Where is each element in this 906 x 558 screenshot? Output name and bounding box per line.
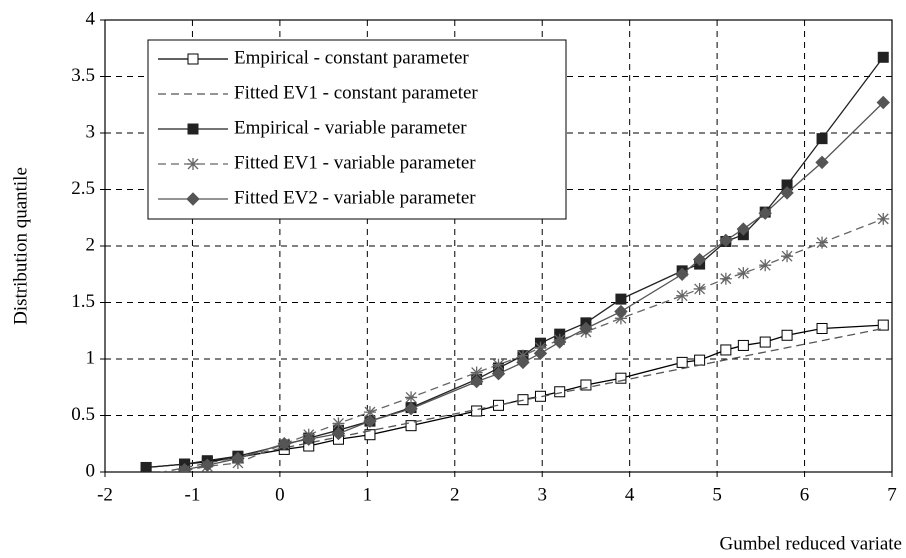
marker — [405, 391, 418, 404]
plot-frame — [104, 19, 893, 473]
marker — [816, 236, 829, 249]
marker — [492, 358, 505, 371]
marker — [694, 354, 706, 366]
x-tick-label: -2 — [97, 484, 113, 505]
legend-marker — [187, 158, 199, 170]
marker — [471, 405, 483, 417]
marker — [693, 282, 706, 295]
marker — [579, 321, 593, 336]
marker — [177, 463, 192, 472]
marker — [491, 366, 506, 381]
marker — [759, 336, 771, 348]
legend-label: Fitted EV1 - variable parameter — [234, 152, 476, 173]
marker — [876, 95, 890, 110]
marker — [737, 267, 750, 280]
marker — [780, 186, 794, 200]
marker — [737, 339, 749, 351]
marker — [675, 267, 689, 281]
marker — [816, 322, 828, 334]
x-tick-label: 4 — [625, 484, 635, 505]
legend-label: Empirical - variable parameter — [234, 117, 467, 138]
x-tick-label: 3 — [537, 484, 547, 505]
marker — [516, 355, 530, 370]
x-tick-label: 7 — [887, 484, 897, 505]
x-tick-label: 0 — [275, 484, 285, 505]
marker — [580, 379, 592, 391]
marker — [404, 402, 418, 416]
legend-label: Fitted EV2 - variable parameter — [234, 187, 476, 208]
marker — [781, 250, 794, 263]
x-tick-label: -1 — [185, 484, 201, 505]
marker — [781, 329, 793, 341]
marker — [231, 451, 245, 466]
marker — [405, 420, 417, 432]
marker — [364, 429, 376, 441]
plot-area — [140, 51, 890, 472]
x-tick-label: 5 — [712, 484, 722, 505]
x-tick-label: 1 — [363, 484, 373, 505]
marker — [692, 252, 707, 267]
marker — [533, 346, 548, 361]
marker — [277, 437, 291, 451]
marker — [331, 426, 346, 441]
legend-label: Empirical - constant parameter — [234, 47, 469, 68]
y-tick-label: 1.5 — [71, 291, 95, 312]
legend-marker — [187, 53, 199, 65]
marker — [877, 319, 889, 331]
y-tick-label: 2.5 — [71, 178, 95, 199]
marker — [759, 259, 772, 272]
marker — [736, 222, 751, 236]
legend-marker — [187, 123, 199, 135]
marker — [615, 372, 627, 384]
legend-marker — [186, 192, 200, 206]
series-line — [159, 327, 884, 472]
marker — [614, 312, 627, 325]
marker — [815, 155, 829, 170]
marker — [615, 293, 627, 305]
y-tick-label: 0.5 — [71, 404, 95, 425]
marker — [877, 212, 890, 225]
y-tick-label: 3.5 — [71, 65, 95, 86]
marker — [554, 386, 566, 398]
marker — [877, 51, 889, 63]
marker — [469, 374, 484, 389]
x-axis-label: Gumbel reduced variate — [719, 533, 902, 554]
marker — [676, 356, 688, 368]
y-tick-label: 3 — [86, 121, 96, 142]
series-line — [184, 218, 884, 472]
marker — [553, 335, 567, 349]
marker — [200, 458, 215, 472]
y-tick-label: 2 — [86, 234, 96, 255]
marker — [719, 233, 733, 248]
marker — [302, 432, 316, 446]
x-tick-label: 2 — [450, 484, 460, 505]
series-line — [146, 324, 884, 469]
marker — [363, 414, 377, 428]
marker — [676, 289, 689, 302]
marker — [720, 344, 732, 356]
x-tick-label: 6 — [800, 484, 810, 505]
marker — [614, 304, 628, 319]
marker — [140, 461, 152, 472]
marker — [493, 399, 504, 411]
marker — [758, 206, 772, 220]
y-tick-label: 0 — [86, 460, 96, 481]
legend-label: Fitted EV1 - constant parameter — [234, 82, 478, 103]
marker — [363, 406, 376, 419]
marker — [719, 272, 732, 285]
y-tick-label: 4 — [86, 8, 96, 29]
y-tick-label: 1 — [86, 347, 96, 368]
y-axis-label: Distribution quantile — [10, 167, 31, 325]
marker — [816, 133, 828, 145]
marker — [332, 417, 345, 430]
marker — [470, 366, 483, 379]
marker — [516, 349, 529, 362]
